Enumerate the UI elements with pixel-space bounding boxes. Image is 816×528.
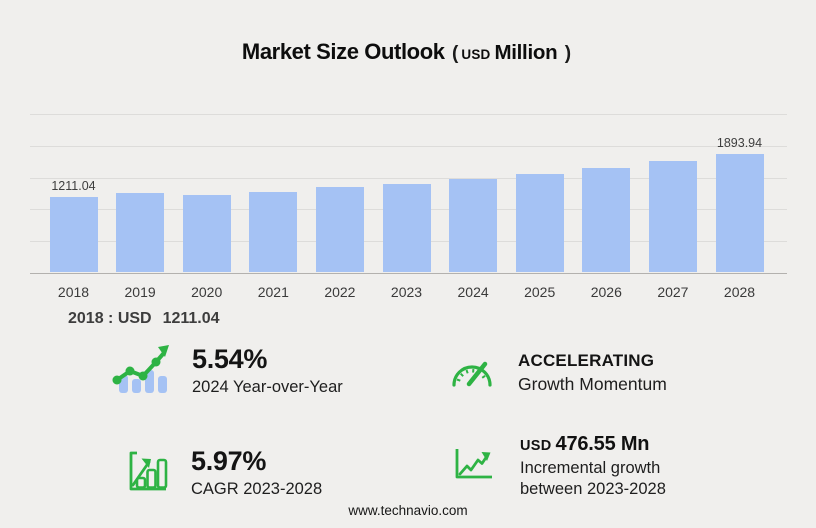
incremental-value-currency: USD <box>520 438 552 454</box>
chart-title: Market Size Outlook (USD Million ) <box>0 39 816 65</box>
x-axis-label-2028: 2028 <box>723 284 756 300</box>
gridline <box>30 177 787 179</box>
momentum-label: Growth Momentum <box>518 374 667 394</box>
bar-2028[interactable] <box>715 154 764 272</box>
momentum-value: ACCELERATING <box>518 351 655 370</box>
bar-2019[interactable] <box>116 192 165 272</box>
selected-bar-label: 2018 : USD <box>68 310 152 327</box>
x-axis-label-2023: 2023 <box>390 284 423 300</box>
chart-title-currency: USD <box>461 47 491 62</box>
stat-year-over-year: 5.54% 2024 Year-over-Year <box>112 342 343 401</box>
bar-value-label-2018: 1211.04 <box>51 178 96 193</box>
yoy-value: 5.54% <box>192 343 268 374</box>
line-chart-up-icon <box>452 446 494 487</box>
chart-title-unit: Million <box>494 41 558 64</box>
x-axis-label-2021: 2021 <box>257 284 289 300</box>
chart-title-paren-close: ) <box>564 43 572 64</box>
x-axis-label-2024: 2024 <box>457 284 489 300</box>
stat-cagr: 5.97% CAGR 2023-2028 <box>126 447 322 500</box>
x-axis-label-2018: 2018 <box>57 284 90 300</box>
cagr-value: 5.97% <box>191 446 267 476</box>
bar-trend-up-icon <box>112 342 170 401</box>
incremental-value: USD 476.55 Mn <box>520 433 666 456</box>
bar-2022[interactable] <box>315 187 364 272</box>
bar-2025[interactable] <box>515 173 564 272</box>
bar-2020[interactable] <box>182 195 231 272</box>
x-axis-label-2019: 2019 <box>124 284 156 300</box>
yoy-label: 2024 Year-over-Year <box>192 378 343 397</box>
incremental-label-line1: Incremental growth <box>520 459 661 477</box>
x-axis-label-2025: 2025 <box>524 284 556 300</box>
x-axis-label-2026: 2026 <box>590 284 622 300</box>
gridline <box>30 145 787 147</box>
bar-2023[interactable] <box>382 183 431 272</box>
x-axis-line <box>30 273 787 274</box>
bar-2021[interactable] <box>249 191 298 272</box>
incremental-value-amount: 476.55 Mn <box>555 433 650 455</box>
plot-area: 2018 1211.04 2019 2020 2021 2022 2023 2024 2025 2… <box>30 114 787 300</box>
selected-bar-value: 1211.04 <box>162 310 220 327</box>
stat-growth-momentum: ACCELERATING Growth Momentum <box>449 350 667 396</box>
x-axis-label-2022: 2022 <box>324 284 356 300</box>
selected-bar-readout: 2018 : USD 1211.04 <box>68 310 220 328</box>
bar-2018[interactable] <box>49 196 98 272</box>
bar-2027[interactable] <box>648 160 697 272</box>
chart-title-main: Market Size Outlook <box>241 39 445 64</box>
growth-bars-icon <box>126 450 168 497</box>
gridline <box>30 114 787 115</box>
x-axis-label-2020: 2020 <box>191 284 223 300</box>
website-url: www.technavio.com <box>348 503 468 518</box>
incremental-label-line2: between 2023-2028 <box>520 480 666 498</box>
website-watermark: www.technavio.com <box>0 503 816 518</box>
x-axis-label-2027: 2027 <box>657 284 689 300</box>
stat-incremental-growth: USD 476.55 Mn Incremental growth between … <box>452 433 666 500</box>
bar-2026[interactable] <box>582 167 631 272</box>
bar-2024[interactable] <box>449 178 498 272</box>
cagr-label: CAGR 2023-2028 <box>191 480 323 499</box>
chart-title-paren-open: ( <box>452 43 459 64</box>
bar-value-label-2028: 1893.94 <box>716 136 763 150</box>
gauge-icon <box>449 350 496 396</box>
